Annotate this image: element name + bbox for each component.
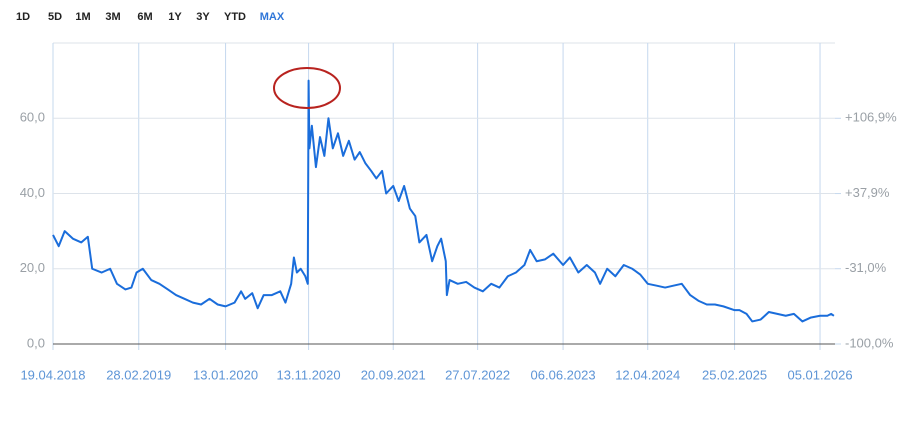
x-tick-label: 13.01.2020 [193,367,258,382]
range-button[interactable]: 1Y [168,11,182,23]
y-tick-label: 20,0 [20,260,45,275]
range-button[interactable]: YTD [224,11,246,23]
y2-tick-label: -31,0% [845,260,887,275]
x-tick-label: 27.07.2022 [445,367,510,382]
range-button[interactable]: MAX [260,11,285,23]
y2-tick-label: +106,9% [845,110,897,125]
x-tick-label: 12.04.2024 [615,367,680,382]
price-line [52,79,835,323]
x-tick-label: 28.02.2019 [106,367,171,382]
range-button[interactable]: 6M [137,11,152,23]
x-tick-label: 06.06.2023 [531,367,596,382]
y2-tick-label: +37,9% [845,185,890,200]
range-button[interactable]: 3M [105,11,120,23]
x-tick-label: 13.11.2020 [277,367,341,382]
x-tick-label: 25.02.2025 [702,367,767,382]
y2-tick-label: -100,0% [845,335,894,350]
y-tick-label: 0,0 [27,335,45,350]
x-tick-label: 19.04.2018 [20,367,85,382]
range-button[interactable]: 5D [48,11,62,23]
y-tick-label: 40,0 [20,185,45,200]
x-tick-label: 20.09.2021 [361,367,426,382]
y-tick-label: 60,0 [20,110,45,125]
range-button[interactable]: 1D [16,11,30,23]
range-button[interactable]: 3Y [196,11,210,23]
highlight-circle [273,67,341,109]
x-tick-label: 05.01.2026 [787,367,852,382]
range-button[interactable]: 1M [75,11,90,23]
